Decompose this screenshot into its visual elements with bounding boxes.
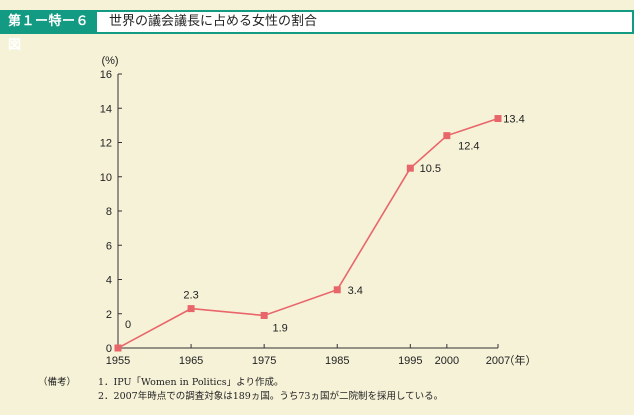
data-label: 12.4 [458, 141, 479, 153]
data-point [114, 344, 122, 352]
data-label: 1.9 [273, 322, 288, 334]
x-tick-label: 1955 [106, 355, 130, 367]
notes: （備考） 1．IPU「Women in Politics」より作成。 2．2007… [38, 376, 443, 404]
y-tick-label: 8 [106, 206, 112, 218]
notes-label: （備考） [38, 377, 77, 388]
figure-header: 第１ー特ー６図 世界の議会議長に占める女性の割合 [0, 0, 634, 53]
note-row-1: （備考） 1．IPU「Women in Politics」より作成。 [38, 376, 443, 390]
data-point [406, 164, 414, 172]
series-line [117, 117, 499, 349]
y-tick-label: 14 [100, 103, 112, 115]
figure-title: 世界の議会議長に占める女性の割合 [97, 10, 634, 34]
data-label: 0 [125, 319, 131, 331]
data-label: 10.5 [420, 163, 441, 175]
note-row-2: 2．2007年時点での調査対象は189ヵ国。うち73ヵ国が二院制を採用している。 [38, 390, 443, 404]
y-tick-label: 6 [106, 240, 112, 252]
figure-number-badge: 第１ー特ー６図 [0, 10, 97, 53]
x-tick-label: 1985 [325, 355, 349, 367]
y-tick-label: 0 [106, 343, 112, 355]
data-label: 3.4 [348, 285, 363, 297]
data-point [260, 311, 268, 319]
data-point [333, 286, 341, 294]
x-tick-label: 2000 [435, 355, 459, 367]
data-label: 2.3 [183, 290, 198, 302]
x-tick-label: 1975 [252, 355, 276, 367]
y-tick-label: 10 [100, 172, 112, 184]
x-tick-label: 2007 [486, 355, 510, 367]
y-tick-label: 12 [100, 138, 112, 150]
y-axis-label: (%) [101, 55, 118, 67]
data-point [187, 305, 195, 313]
line-chart: 0 2 4 6 8 10 12 14 16 (%) 1955 1965 1975 1985 1995 2000… [100, 55, 537, 367]
data-label: 13.4 [503, 114, 524, 126]
y-tick-label: 4 [106, 275, 112, 287]
y-tick-label: 16 [100, 69, 112, 81]
x-tick-label: 1995 [398, 355, 422, 367]
note-item-1: 1．IPU「Women in Politics」より作成。 [98, 377, 284, 388]
data-point [443, 132, 451, 140]
note-item-2: 2．2007年時点での調査対象は189ヵ国。うち73ヵ国が二院制を採用している。 [98, 391, 444, 402]
x-axis-label: （年） [504, 353, 537, 367]
data-point [494, 115, 502, 123]
y-tick-label: 2 [106, 309, 112, 321]
x-tick-label: 1965 [179, 355, 203, 367]
